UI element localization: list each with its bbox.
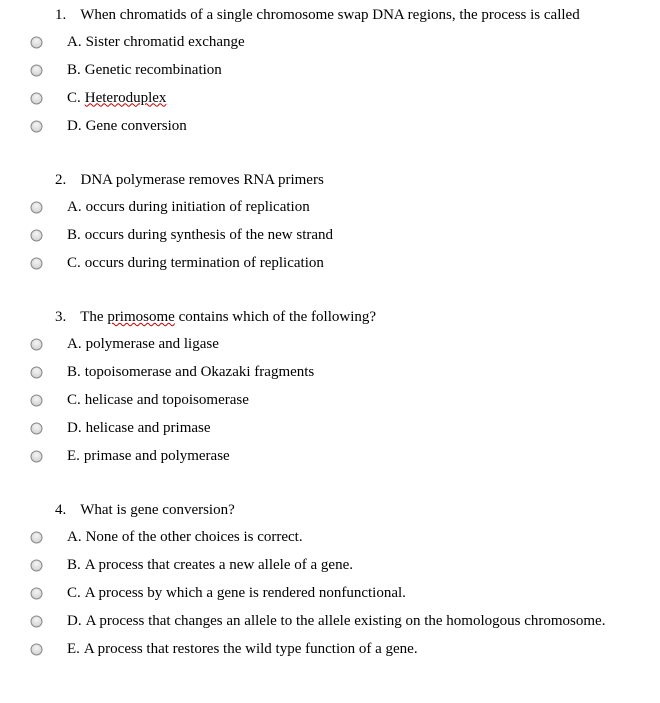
option-letter: B. bbox=[67, 364, 81, 381]
radio-icon[interactable] bbox=[30, 229, 43, 242]
question-stem: 4. What is gene conversion? bbox=[30, 500, 650, 521]
radio-icon[interactable] bbox=[30, 422, 43, 435]
option-text: helicase and topoisomerase bbox=[85, 392, 249, 409]
answer-option[interactable]: E. A process that restores the wild type… bbox=[30, 635, 650, 663]
option-text: occurs during termination of replication bbox=[85, 255, 324, 272]
answer-option[interactable]: D. A process that changes an allele to t… bbox=[30, 607, 650, 635]
option-text: A process that restores the wild type fu… bbox=[84, 641, 418, 658]
option-letter: B. bbox=[67, 557, 81, 574]
radio-icon[interactable] bbox=[30, 338, 43, 351]
option-text: None of the other choices is correct. bbox=[86, 529, 303, 546]
answer-option[interactable]: C. helicase and topoisomerase bbox=[30, 386, 650, 414]
radio-icon[interactable] bbox=[30, 120, 43, 133]
question-block: 2. DNA polymerase removes RNA primersA. … bbox=[30, 170, 650, 277]
option-letter: C. bbox=[67, 585, 81, 602]
answer-option[interactable]: A. Sister chromatid exchange bbox=[30, 28, 650, 56]
radio-icon[interactable] bbox=[30, 615, 43, 628]
option-text: polymerase and ligase bbox=[86, 336, 219, 353]
question-stem: 1. When chromatids of a single chromosom… bbox=[30, 5, 650, 26]
option-letter: A. bbox=[67, 336, 82, 353]
option-text: A process that creates a new allele of a… bbox=[85, 557, 353, 574]
question-stem: 3. The primosome contains which of the f… bbox=[30, 307, 650, 328]
answer-option[interactable]: A. None of the other choices is correct. bbox=[30, 523, 650, 551]
radio-icon[interactable] bbox=[30, 450, 43, 463]
option-text: occurs during initiation of replication bbox=[86, 199, 310, 216]
option-text: A process that changes an allele to the … bbox=[86, 613, 606, 630]
option-letter: A. bbox=[67, 34, 82, 51]
option-letter: B. bbox=[67, 227, 81, 244]
option-text: primase and polymerase bbox=[84, 448, 230, 465]
answer-option[interactable]: E. primase and polymerase bbox=[30, 442, 650, 470]
answer-option[interactable]: A. polymerase and ligase bbox=[30, 330, 650, 358]
radio-icon[interactable] bbox=[30, 36, 43, 49]
question-number: 3. bbox=[55, 307, 73, 328]
option-text: topoisomerase and Okazaki fragments bbox=[85, 364, 315, 381]
answer-option[interactable]: B. topoisomerase and Okazaki fragments bbox=[30, 358, 650, 386]
answer-option[interactable]: C. A process by which a gene is rendered… bbox=[30, 579, 650, 607]
question-block: 4. What is gene conversion?A. None of th… bbox=[30, 500, 650, 663]
answer-option[interactable]: D. helicase and primase bbox=[30, 414, 650, 442]
option-letter: B. bbox=[67, 62, 81, 79]
quiz-container: 1. When chromatids of a single chromosom… bbox=[30, 5, 650, 663]
question-stem-text: primosome bbox=[107, 309, 175, 325]
option-text: helicase and primase bbox=[86, 420, 211, 437]
radio-icon[interactable] bbox=[30, 366, 43, 379]
option-text: occurs during synthesis of the new stran… bbox=[85, 227, 333, 244]
option-letter: D. bbox=[67, 613, 82, 630]
option-letter: A. bbox=[67, 529, 82, 546]
question-stem-text: When chromatids of a single chromosome s… bbox=[80, 7, 579, 23]
radio-icon[interactable] bbox=[30, 201, 43, 214]
option-letter: C. bbox=[67, 255, 81, 272]
radio-icon[interactable] bbox=[30, 531, 43, 544]
answer-option[interactable]: B. A process that creates a new allele o… bbox=[30, 551, 650, 579]
option-letter: D. bbox=[67, 420, 82, 437]
answer-option[interactable]: A. occurs during initiation of replicati… bbox=[30, 193, 650, 221]
radio-icon[interactable] bbox=[30, 257, 43, 270]
option-letter: C. bbox=[67, 392, 81, 409]
option-text: Sister chromatid exchange bbox=[86, 34, 245, 51]
answer-option[interactable]: C. occurs during termination of replicat… bbox=[30, 249, 650, 277]
answer-option[interactable]: B. occurs during synthesis of the new st… bbox=[30, 221, 650, 249]
question-stem: 2. DNA polymerase removes RNA primers bbox=[30, 170, 650, 191]
radio-icon[interactable] bbox=[30, 587, 43, 600]
radio-icon[interactable] bbox=[30, 559, 43, 572]
radio-icon[interactable] bbox=[30, 64, 43, 77]
question-block: 1. When chromatids of a single chromosom… bbox=[30, 5, 650, 140]
option-text: A process by which a gene is rendered no… bbox=[85, 585, 406, 602]
question-stem-text: DNA polymerase removes RNA primers bbox=[81, 172, 324, 188]
radio-icon[interactable] bbox=[30, 394, 43, 407]
question-block: 3. The primosome contains which of the f… bbox=[30, 307, 650, 470]
question-stem-text: The bbox=[80, 309, 107, 325]
answer-option[interactable]: B. Genetic recombination bbox=[30, 56, 650, 84]
option-text: Gene conversion bbox=[86, 118, 187, 135]
option-letter: A. bbox=[67, 199, 82, 216]
question-number: 2. bbox=[55, 170, 73, 191]
answer-option[interactable]: D. Gene conversion bbox=[30, 112, 650, 140]
radio-icon[interactable] bbox=[30, 92, 43, 105]
option-letter: D. bbox=[67, 118, 82, 135]
answer-option[interactable]: C. Heteroduplex bbox=[30, 84, 650, 112]
radio-icon[interactable] bbox=[30, 643, 43, 656]
question-number: 1. bbox=[55, 5, 73, 26]
option-text: Heteroduplex bbox=[85, 90, 167, 107]
option-letter: E. bbox=[67, 641, 80, 658]
question-stem-text: What is gene conversion? bbox=[80, 502, 235, 518]
option-text: Genetic recombination bbox=[85, 62, 222, 79]
option-letter: E. bbox=[67, 448, 80, 465]
question-number: 4. bbox=[55, 500, 73, 521]
question-stem-text: contains which of the following? bbox=[175, 309, 376, 325]
option-letter: C. bbox=[67, 90, 81, 107]
